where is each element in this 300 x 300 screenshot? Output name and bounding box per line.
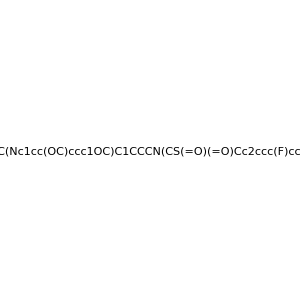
Text: O=C(Nc1cc(OC)ccc1OC)C1CCCN(CS(=O)(=O)Cc2ccc(F)cc2)C1: O=C(Nc1cc(OC)ccc1OC)C1CCCN(CS(=O)(=O)Cc2…	[0, 146, 300, 157]
